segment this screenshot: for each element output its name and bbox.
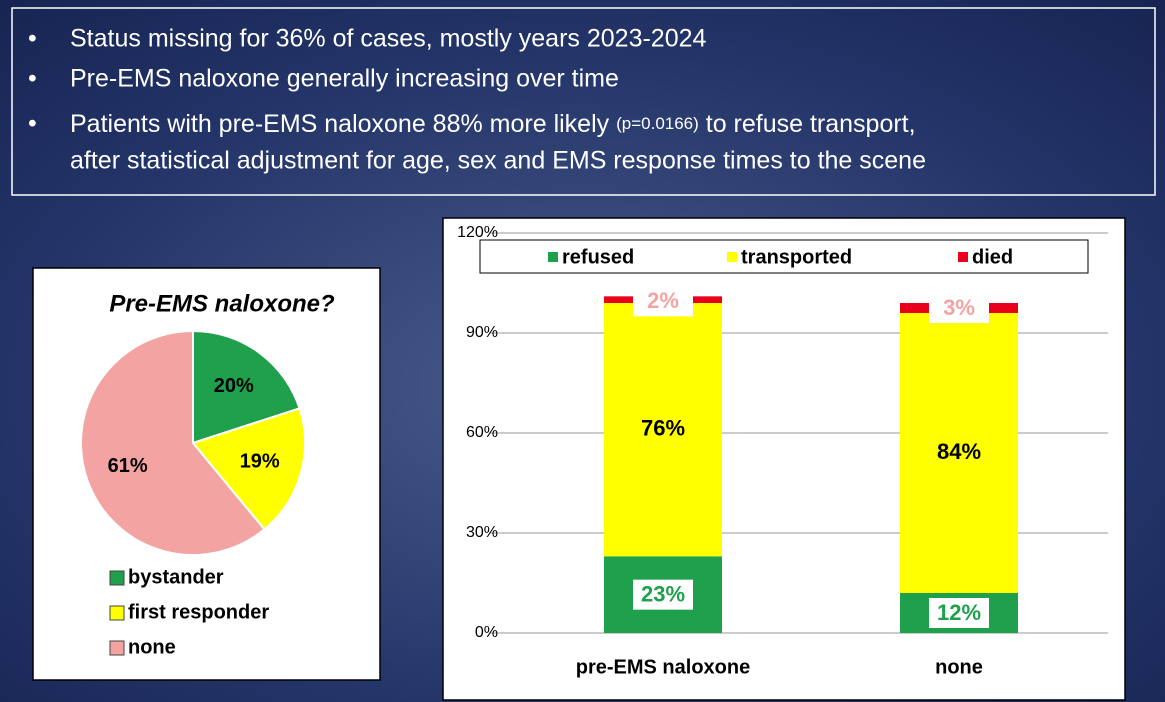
bar-segment	[604, 303, 722, 557]
data-label-box	[929, 598, 989, 628]
pie-slice	[192, 329, 301, 445]
bullet-note: (p=0.0166)	[616, 114, 699, 133]
y-tick-label: 120%	[457, 224, 498, 241]
legend-label: died	[972, 246, 1013, 268]
legend-label: none	[128, 636, 176, 658]
legend-swatch	[958, 252, 968, 262]
data-label: 20%	[214, 375, 254, 397]
pie-slice	[191, 407, 306, 531]
x-tick-label: pre-EMS naloxone	[576, 656, 750, 678]
bar-segment	[900, 313, 1018, 593]
legend-label: first responder	[128, 601, 269, 623]
bullet-dot: •	[28, 65, 37, 93]
bullet-dot: •	[28, 110, 37, 138]
data-label: 84%	[937, 439, 981, 464]
legend-label: refused	[562, 246, 634, 268]
x-tick-label: none	[935, 656, 983, 678]
bullet-dot: •	[28, 25, 37, 53]
data-label: 2%	[647, 288, 679, 313]
pie-slice	[80, 329, 266, 556]
bullets: • Status missing for 36% of cases, mostl…	[28, 25, 926, 175]
data-label: 3%	[943, 295, 975, 320]
bullet-part: to refuse transport,	[706, 110, 916, 138]
legend-label: transported	[741, 246, 852, 268]
legend-box	[479, 239, 1089, 274]
bullet-box	[11, 7, 1156, 196]
bullet: Status missing for 36% of cases, mostly …	[70, 25, 707, 53]
bullet: after statistical adjustment for age, se…	[70, 147, 926, 175]
data-label-box	[929, 293, 989, 323]
legend-swatch	[727, 252, 737, 262]
legend-swatch	[109, 640, 125, 656]
y-tick-label: 60%	[466, 424, 498, 441]
bullet-part: Patients with pre-EMS naloxone 88% more …	[70, 110, 610, 138]
data-label: 61%	[108, 455, 148, 477]
bullet: Patients with pre-EMS naloxone 88% more …	[70, 110, 916, 138]
data-label: 76%	[641, 415, 685, 440]
bar-panel	[442, 217, 1126, 701]
legend-swatch	[548, 252, 558, 262]
data-label-box	[633, 286, 693, 317]
bullet: Pre-EMS naloxone generally increasing ov…	[70, 65, 619, 93]
y-tick-label: 90%	[466, 324, 498, 341]
pie-title: Pre-EMS naloxone?	[109, 290, 335, 317]
y-tick-label: 0%	[475, 624, 498, 641]
data-label: 23%	[641, 581, 685, 606]
y-tick-label: 30%	[466, 524, 498, 541]
legend-swatch	[109, 605, 125, 621]
legend-swatch	[109, 570, 125, 586]
data-label: 19%	[240, 451, 280, 473]
legend-label: bystander	[128, 566, 224, 588]
data-label-box	[633, 579, 693, 610]
data-label: 12%	[937, 600, 981, 625]
